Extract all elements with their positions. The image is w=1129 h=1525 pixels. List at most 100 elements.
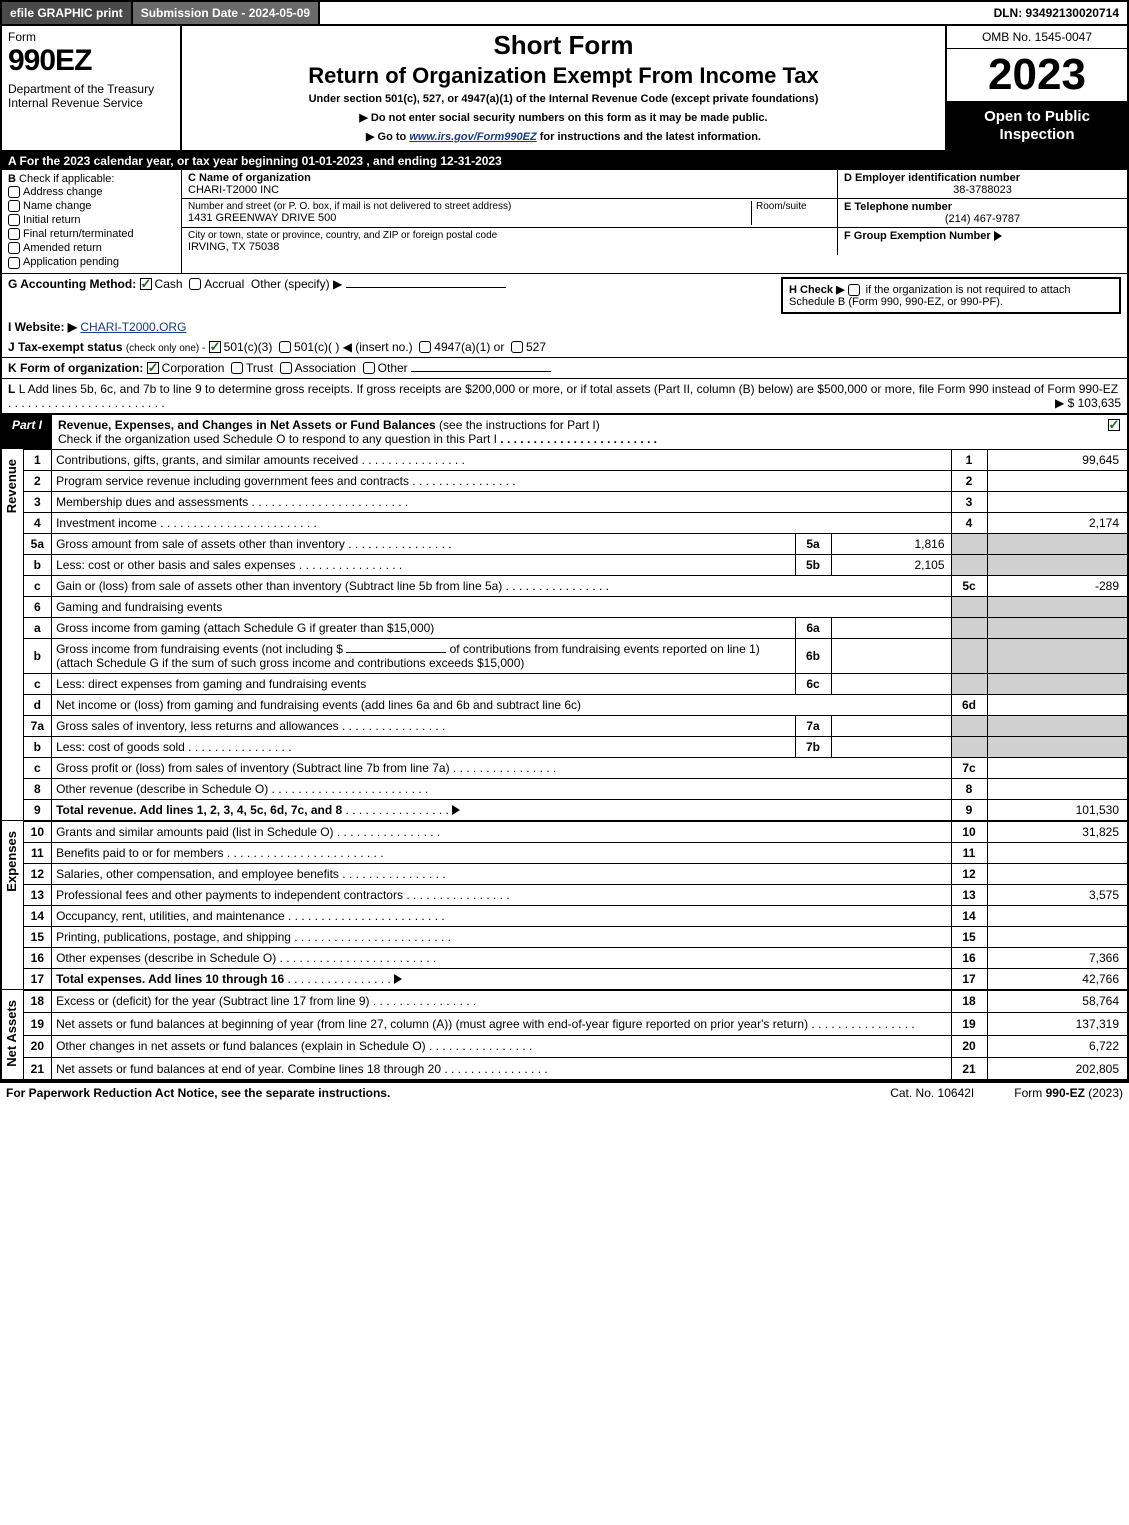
cb-501c3[interactable] (209, 341, 221, 353)
g-label: G Accounting Method: (8, 277, 136, 291)
other-specify-input[interactable] (346, 287, 506, 288)
ln12-num: 12 (24, 863, 52, 884)
ln5b-rn-shade (951, 554, 987, 575)
ln2-rn: 2 (951, 470, 987, 491)
other-org-input[interactable] (411, 371, 551, 372)
cb-association[interactable] (280, 362, 292, 374)
cb-other-org[interactable] (363, 362, 375, 374)
cb-accrual[interactable] (189, 278, 201, 290)
form-word: Form (8, 30, 174, 44)
ln5a-sl: 5a (795, 533, 831, 554)
row-gh: G Accounting Method: Cash Accrual Other … (0, 274, 1129, 317)
ln7b-num: b (24, 736, 52, 757)
cb-amended-return[interactable]: Amended return (8, 241, 175, 255)
ln7a-desc: Gross sales of inventory, less returns a… (52, 715, 795, 736)
ln6b-rn-shade (951, 638, 987, 673)
line-3: 3 Membership dues and assessments 3 (24, 491, 1127, 512)
cb-trust[interactable] (231, 362, 243, 374)
cb-4947[interactable] (419, 341, 431, 353)
ln6a-rn-shade (951, 617, 987, 638)
form-header: Form 990EZ Department of the Treasury In… (0, 26, 1129, 152)
row-city-group: City or town, state or province, country… (182, 228, 1127, 255)
b-letter: B (8, 173, 16, 185)
cb-h[interactable] (848, 284, 860, 296)
line-5a: 5a Gross amount from sale of assets othe… (24, 533, 1127, 554)
ln9-desc: Total revenue. Add lines 1, 2, 3, 4, 5c,… (52, 799, 951, 820)
ln6a-desc: Gross income from gaming (attach Schedul… (52, 617, 795, 638)
line-5c: c Gain or (loss) from sale of assets oth… (24, 575, 1127, 596)
f-cell: F Group Exemption Number (837, 228, 1127, 255)
ln21-rv: 202,805 (987, 1057, 1127, 1079)
line-a: A For the 2023 calendar year, or tax yea… (0, 152, 1129, 170)
part1-title: Revenue, Expenses, and Changes in Net As… (58, 418, 436, 432)
top-spacer (320, 2, 985, 24)
cb-final-return[interactable]: Final return/terminated (8, 227, 175, 241)
h-box: H Check ▶ if the organization is not req… (781, 277, 1121, 314)
ln5a-rn-shade (951, 533, 987, 554)
ln5b-desc: Less: cost or other basis and sales expe… (52, 554, 795, 575)
cb-527[interactable] (511, 341, 523, 353)
ln19-rv: 137,319 (987, 1013, 1127, 1035)
ln1-num: 1 (24, 449, 52, 470)
ln6c-sv (831, 673, 951, 694)
ln13-desc: Professional fees and other payments to … (52, 884, 951, 905)
website-link[interactable]: CHARI-T2000.ORG (80, 320, 186, 334)
row-j: J Tax-exempt status (check only one) - 5… (0, 337, 1129, 357)
ln7b-rv-shade (987, 736, 1127, 757)
ln17-num: 17 (24, 968, 52, 989)
ln20-rv: 6,722 (987, 1035, 1127, 1057)
ein-value: 38-3788023 (844, 184, 1121, 196)
cb-corporation[interactable] (147, 362, 159, 374)
omb-number: OMB No. 1545-0047 (947, 26, 1127, 49)
side-netassets: Net Assets (2, 990, 24, 1080)
form-number: 990EZ (8, 44, 174, 78)
cb-application-pending-label: Application pending (23, 256, 119, 268)
ln1-rv: 99,645 (987, 449, 1127, 470)
part1-check-text: Check if the organization used Schedule … (58, 432, 497, 446)
ln3-rn: 3 (951, 491, 987, 512)
line-4: 4 Investment income 4 2,174 (24, 512, 1127, 533)
ln5b-rv-shade (987, 554, 1127, 575)
ln12-rv (987, 863, 1127, 884)
ln6b-sv (831, 638, 951, 673)
ln5a-sv: 1,816 (831, 533, 951, 554)
line-2: 2 Program service revenue including gove… (24, 470, 1127, 491)
c-city-label: City or town, state or province, country… (188, 230, 831, 241)
ln18-rv: 58,764 (987, 990, 1127, 1012)
ln6c-desc: Less: direct expenses from gaming and fu… (52, 673, 795, 694)
ln7c-num: c (24, 757, 52, 778)
efile-print-button[interactable]: efile GRAPHIC print (2, 2, 133, 24)
c-street-label: Number and street (or P. O. box, if mail… (188, 201, 751, 212)
ln4-num: 4 (24, 512, 52, 533)
ln5a-num: 5a (24, 533, 52, 554)
ln7a-sl: 7a (795, 715, 831, 736)
ln7b-desc: Less: cost of goods sold (52, 736, 795, 757)
cb-name-change[interactable]: Name change (8, 199, 175, 213)
ln19-rn: 19 (951, 1013, 987, 1035)
tax-year: 2023 (947, 49, 1127, 102)
revenue-block: Revenue 1 Contributions, gifts, grants, … (0, 449, 1129, 820)
ln19-desc: Net assets or fund balances at beginning… (52, 1013, 951, 1035)
j-4947: 4947(a)(1) or (434, 340, 504, 354)
cb-address-change[interactable]: Address change (8, 185, 175, 199)
ln6-rn-shade (951, 596, 987, 617)
goto-line: ▶ Go to www.irs.gov/Form990EZ for instru… (188, 130, 939, 143)
ln6b-rv-shade (987, 638, 1127, 673)
cb-initial-return[interactable]: Initial return (8, 213, 175, 227)
line-11: 11 Benefits paid to or for members 11 (24, 842, 1127, 863)
ln21-rn: 21 (951, 1057, 987, 1079)
cb-part1-schedo[interactable] (1108, 419, 1120, 431)
ln6b-sl: 6b (795, 638, 831, 673)
ln11-rn: 11 (951, 842, 987, 863)
ln12-desc: Salaries, other compensation, and employ… (52, 863, 951, 884)
expenses-block: Expenses 10 Grants and similar amounts p… (0, 820, 1129, 989)
cb-501c[interactable] (279, 341, 291, 353)
cb-application-pending[interactable]: Application pending (8, 255, 175, 269)
ln6b-amount-input[interactable] (346, 652, 446, 653)
ln7c-rv (987, 757, 1127, 778)
row-i: I Website: ▶ CHARI-T2000.ORG (0, 317, 1129, 337)
ln6d-rv (987, 694, 1127, 715)
ln15-num: 15 (24, 926, 52, 947)
cb-cash[interactable] (140, 278, 152, 290)
irs-link[interactable]: www.irs.gov/Form990EZ (409, 131, 536, 143)
